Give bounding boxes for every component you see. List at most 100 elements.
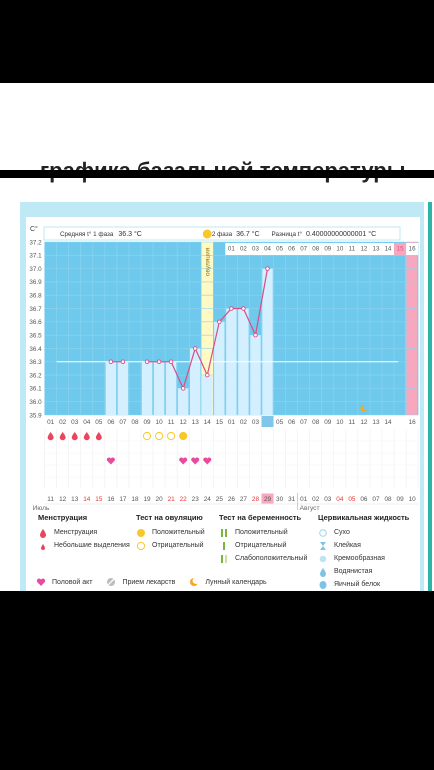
legend-ovulation-test: Тест на овуляцию Положительный Отрицател…: [136, 513, 205, 552]
legend-pregnancy-test: Тест на беременность Положительный Отриц…: [219, 513, 307, 565]
top-day-cell: [394, 243, 407, 255]
legend-pregnancy-title: Тест на беременность: [219, 513, 302, 522]
pill-icon: [106, 577, 116, 587]
y-tick-label: 36.7: [29, 306, 42, 313]
top-day-cell: [273, 243, 286, 255]
legend-label: Кремообразная: [334, 555, 385, 562]
date-label: 18: [131, 496, 139, 503]
legend-label: Клейкая: [334, 542, 361, 549]
date-label: 14: [83, 496, 91, 503]
temperature-segment: [182, 348, 196, 389]
ovulation-test-negative-icon: [142, 431, 152, 441]
y-tick-label: 36.8: [29, 293, 42, 300]
event-rows: [44, 429, 419, 488]
temperature-point: [241, 306, 246, 311]
top-day-label: 10: [336, 246, 343, 253]
top-day-cell: [382, 243, 395, 255]
cycle-day-label: 15: [216, 419, 224, 426]
temperature-bar: [141, 361, 153, 415]
temperature-point: [229, 306, 234, 311]
phase1-label: Средняя t° 1 фаза: [60, 230, 114, 238]
legend-item: Прием лекарств: [106, 577, 175, 587]
temperature-segment: [206, 321, 220, 376]
top-day-label: 05: [276, 246, 283, 253]
month-label-august: Август: [300, 505, 320, 512]
diff-label: Разница t°: [271, 230, 302, 238]
legend-label: Лунный календарь: [205, 578, 267, 586]
legend-item: Кремообразная: [318, 552, 409, 565]
temperature-point: [168, 359, 174, 365]
moon-icon: [189, 577, 200, 587]
top-day-cell: [321, 243, 334, 255]
date-label: 03: [324, 496, 332, 503]
cycle-day-label: 09: [324, 419, 332, 426]
temperature-point: [192, 346, 198, 351]
menstruation-drop-icon: [59, 432, 66, 441]
legend-item: Менструация: [38, 526, 130, 539]
date-label: 17: [119, 496, 127, 503]
date-label: 31: [288, 496, 296, 503]
top-day-label: 16: [409, 246, 416, 253]
legend-item: Водянистая: [318, 565, 409, 578]
top-day-cell: [237, 243, 250, 255]
legend-label: Положительный: [235, 529, 288, 536]
cycle-day-label: 08: [131, 419, 139, 426]
ovulation-test-positive-icon: [179, 431, 188, 441]
top-day-label: 08: [312, 246, 319, 253]
legend-label: Отрицательный: [235, 542, 287, 549]
temperature-point: [217, 319, 222, 325]
date-label: 22: [180, 496, 188, 503]
cycle-day-label: 05: [95, 419, 103, 426]
cycle-day-label: 13: [372, 419, 380, 426]
top-day-cell: [333, 243, 346, 255]
y-tick-label: 36.5: [29, 332, 42, 339]
intercourse-heart-icon: [106, 457, 115, 465]
y-tick-label: 36.0: [29, 399, 42, 406]
legend-item: Отрицательный: [136, 539, 205, 552]
cycle-day-label: 08: [312, 419, 320, 426]
temperature-point: [120, 359, 126, 365]
stats-bar-bg: [43, 226, 401, 241]
top-day-cell: [285, 243, 298, 255]
y-tick-label: 37.1: [29, 253, 42, 260]
temperature-bar: [153, 361, 165, 415]
legend-item: Яичный белок: [318, 578, 409, 591]
legend: Менструация Менструация Небольшие выделе…: [36, 513, 420, 593]
legend-item: Отрицательный: [219, 539, 307, 552]
temperature-point: [180, 386, 186, 391]
phase1-value: 36.3 °C: [118, 230, 142, 238]
y-axis-unit: C°: [30, 225, 38, 233]
top-day-label: 14: [385, 246, 392, 253]
sun-filled-icon: [136, 528, 146, 538]
menstruation-drop-icon: [71, 432, 78, 441]
cycle-day-label: 11: [168, 419, 175, 426]
top-day-label: 13: [373, 246, 380, 253]
blood-drop-icon: [38, 528, 48, 538]
plot-marks: [56, 229, 399, 415]
date-label: 25: [216, 496, 224, 503]
cycle-day-label: 07: [119, 419, 127, 426]
top-day-label: 03: [252, 246, 259, 253]
legend-item: Клейкая: [318, 539, 409, 552]
temperature-point: [265, 266, 270, 271]
single-stripe-icon: [219, 541, 229, 551]
intercourse-heart-icon: [203, 457, 212, 465]
cycle-day-label: 06: [288, 419, 296, 426]
cycle-day-label: 14: [204, 419, 212, 426]
date-label: 02: [312, 496, 320, 503]
phase2-label: 2 фаза: [211, 230, 233, 238]
legend-item: Положительный: [219, 526, 307, 539]
y-tick-label: 36.9: [29, 279, 42, 286]
intercourse-heart-icon: [179, 457, 188, 465]
date-label: 12: [59, 496, 67, 503]
top-day-cell: [369, 243, 382, 255]
legend-item: Сухо: [318, 526, 409, 539]
date-label: 23: [192, 496, 200, 503]
cycle-day-label: 11: [349, 419, 356, 426]
date-label: 01: [300, 496, 308, 503]
temperature-bar: [117, 361, 129, 415]
cycle-day-label: 07: [300, 419, 308, 426]
legend-item: Слабоположительный: [219, 552, 307, 565]
highlight-day-column: [405, 242, 418, 415]
y-tick-label: 37.2: [29, 239, 42, 246]
